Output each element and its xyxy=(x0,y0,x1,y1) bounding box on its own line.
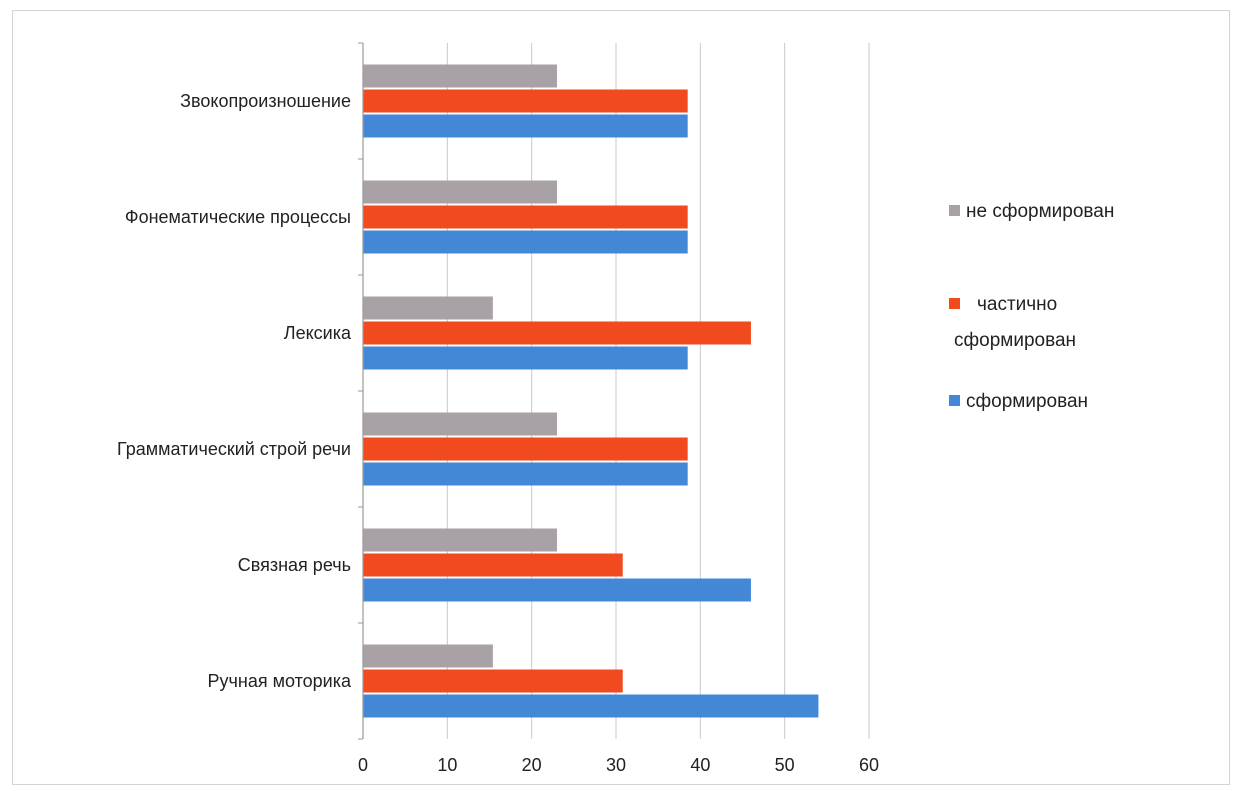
legend-label: сформирован xyxy=(954,330,1076,351)
x-tick-label: 40 xyxy=(690,755,710,775)
bar xyxy=(363,462,688,486)
category-label: Фонематические процессы xyxy=(125,207,351,227)
gridlines xyxy=(446,43,870,739)
legend-label: частично xyxy=(977,294,1057,315)
category-label: Лексика xyxy=(284,323,352,343)
category-label: Грамматический строй речи xyxy=(117,439,351,459)
bar xyxy=(363,346,688,370)
legend-swatch xyxy=(949,298,960,309)
category-labels: Звокопроизношение Фонематические процессы… xyxy=(117,91,352,691)
bar xyxy=(363,64,557,88)
bar xyxy=(363,230,688,254)
x-tick-label: 10 xyxy=(437,755,457,775)
bar xyxy=(363,205,688,229)
legend-label: сформирован xyxy=(966,391,1088,412)
x-tick-label: 50 xyxy=(775,755,795,775)
category-label: Связная речь xyxy=(238,555,351,575)
bar xyxy=(363,437,688,461)
chart-frame: 0 10 20 30 40 50 60 Звокопроизношение Фонематич… xyxy=(12,10,1230,785)
category-label: Ручная моторика xyxy=(208,671,352,691)
bar-chart: 0 10 20 30 40 50 60 Звокопроизношение Фонематич… xyxy=(117,42,1114,775)
x-tick-label: 0 xyxy=(358,755,368,775)
bar xyxy=(363,321,751,345)
category-label: Звокопроизношение xyxy=(180,91,351,111)
bar xyxy=(363,553,623,577)
bar xyxy=(363,669,623,693)
legend-label: не сформирован xyxy=(966,201,1114,222)
x-tick-label: 60 xyxy=(859,755,879,775)
bars xyxy=(363,64,819,718)
bar xyxy=(363,296,493,320)
bar xyxy=(363,412,557,436)
legend-swatch xyxy=(949,205,960,216)
x-tick-label: 20 xyxy=(522,755,542,775)
bar xyxy=(363,528,557,552)
legend: не сформирован частично сформирован сформир… xyxy=(949,201,1114,412)
legend-swatch xyxy=(949,395,960,406)
bar xyxy=(363,89,688,113)
axes: 0 10 20 30 40 50 60 xyxy=(358,42,879,775)
x-tick-label: 30 xyxy=(606,755,626,775)
bar xyxy=(363,644,493,668)
bar xyxy=(363,578,751,602)
bar xyxy=(363,694,819,718)
bar xyxy=(363,180,557,204)
bar xyxy=(363,114,688,138)
